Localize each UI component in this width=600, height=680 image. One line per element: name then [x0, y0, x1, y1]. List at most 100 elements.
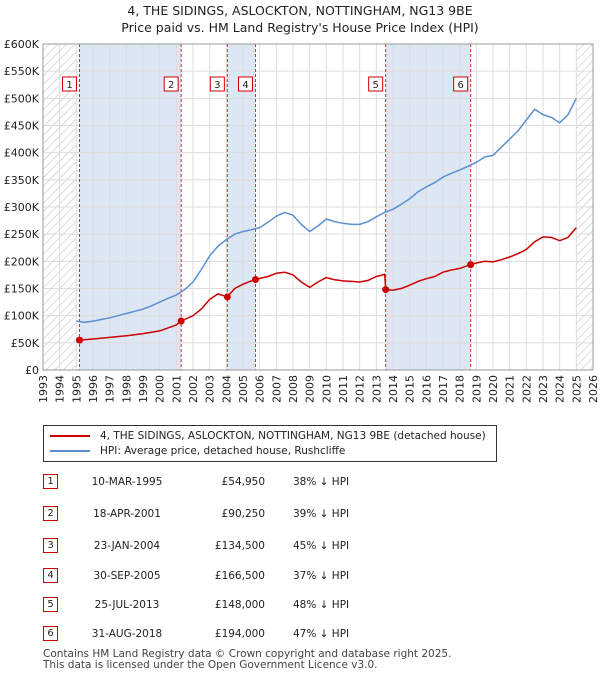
y-tick-label: £100K	[4, 310, 40, 323]
sale-price: £166,500	[214, 570, 265, 582]
sale-number-badge: 6	[43, 626, 58, 641]
sale-price: £90,250	[221, 508, 265, 520]
legend-label-hpi: HPI: Average price, detached house, Rush…	[100, 445, 346, 457]
sale-point	[382, 286, 390, 294]
x-tick-label: 2019	[470, 375, 483, 403]
sale-hpi-diff: 45% ↓ HPI	[293, 540, 350, 552]
x-tick-label: 2002	[187, 375, 200, 403]
sale-point	[252, 276, 259, 284]
sale-date: 31-AUG-2018	[91, 628, 163, 640]
x-tick-label: 2025	[570, 375, 583, 403]
legend-swatch-hpi	[50, 450, 90, 452]
sale-label-box	[163, 76, 179, 92]
sale-number-badge: 1	[43, 474, 58, 489]
sale-point	[76, 336, 83, 344]
x-tick-label: 1996	[87, 375, 100, 403]
x-tick-label: 2003	[204, 375, 217, 403]
sale-point	[177, 317, 185, 325]
y-tick-label: £550K	[4, 65, 40, 78]
legend-label-property: 4, THE SIDINGS, ASLOCKTON, NOTTINGHAM, N…	[100, 430, 486, 442]
legend-item-hpi: HPI: Average price, detached house, Rush…	[50, 444, 345, 458]
y-tick-label: £200K	[4, 255, 40, 268]
sale-row: 5 25-JUL-2013 £148,000 48% ↓ HPI	[43, 597, 443, 615]
chart-legend: 4, THE SIDINGS, ASLOCKTON, NOTTINGHAM, N…	[43, 425, 497, 462]
sale-label: 3	[214, 80, 220, 91]
x-tick-label: 2018	[454, 375, 467, 403]
x-tick-label: 2022	[520, 375, 533, 403]
sale-number-badge: 2	[43, 506, 58, 521]
sale-hpi-diff: 47% ↓ HPI	[293, 628, 350, 640]
x-tick-label: 2001	[170, 375, 183, 403]
x-tick-label: 2000	[154, 375, 167, 403]
x-tick-label: 2006	[254, 375, 267, 403]
sale-point	[223, 293, 231, 301]
sale-label-box	[368, 76, 384, 92]
sale-hpi-diff: 39% ↓ HPI	[293, 508, 350, 520]
sale-number-badge: 5	[43, 597, 58, 612]
x-tick-label: 2004	[220, 375, 233, 403]
x-tick-label: 2009	[304, 375, 317, 403]
x-tick-label: 1993	[37, 375, 50, 403]
x-tick-label: 2024	[554, 375, 567, 403]
x-tick-label: 2017	[437, 375, 450, 403]
sale-label: 6	[457, 80, 463, 91]
x-tick-label: 2026	[587, 375, 600, 403]
sale-date: 18-APR-2001	[93, 508, 161, 520]
sale-row: 1 10-MAR-1995 £54,950 38% ↓ HPI	[43, 474, 443, 492]
x-tick-label: 1999	[137, 375, 150, 403]
chart-subtitle: Price paid vs. HM Land Registry's House …	[121, 20, 479, 35]
sale-number-badge: 3	[43, 538, 58, 553]
x-tick-label: 2016	[420, 375, 433, 403]
x-tick-label: 2014	[387, 375, 400, 403]
sale-date: 30-SEP-2005	[93, 570, 161, 582]
x-tick-label: 2007	[270, 375, 283, 403]
sale-number-badge: 4	[43, 568, 58, 583]
y-tick-label: £50K	[11, 337, 40, 350]
sale-price: £54,950	[221, 476, 265, 488]
x-tick-label: 1998	[120, 375, 133, 403]
sale-date: 10-MAR-1995	[91, 476, 163, 488]
sale-label: 1	[66, 80, 72, 91]
y-tick-label: £300K	[4, 201, 40, 214]
footer-line-2: This data is licensed under the Open Gov…	[43, 659, 378, 671]
x-tick-label: 2005	[237, 375, 250, 403]
x-tick-label: 1997	[104, 375, 117, 403]
x-tick-label: 2008	[287, 375, 300, 403]
property-price-line	[79, 227, 577, 341]
sale-point	[467, 261, 475, 269]
y-tick-label: £150K	[4, 283, 40, 296]
price-chart: 1 2 3 4 5 6 £0 £50K £100K £150K £200K £250K £300K £3…	[4, 38, 600, 403]
sale-label: 2	[168, 80, 174, 91]
x-tick-label: 2015	[404, 375, 417, 403]
legend-swatch-property	[50, 435, 90, 437]
plot-border	[42, 43, 594, 371]
sale-date: 23-JAN-2004	[93, 540, 161, 552]
sale-row: 3 23-JAN-2004 £134,500 45% ↓ HPI	[43, 538, 443, 556]
sale-hpi-diff: 38% ↓ HPI	[293, 476, 350, 488]
sale-label-box	[453, 76, 469, 92]
y-tick-label: £450K	[4, 120, 40, 133]
sale-row: 2 18-APR-2001 £90,250 39% ↓ HPI	[43, 506, 443, 524]
sale-price: £134,500	[214, 540, 265, 552]
sale-label: 5	[372, 80, 378, 91]
x-tick-label: 2020	[487, 375, 500, 403]
x-tick-label: 2011	[337, 375, 350, 403]
x-tick-label: 2023	[537, 375, 550, 403]
y-tick-label: £250K	[4, 228, 40, 241]
x-tick-label: 2012	[354, 375, 367, 403]
sale-label-box	[238, 76, 253, 92]
sale-label-box	[209, 76, 225, 92]
y-tick-label: £400K	[4, 147, 40, 160]
sale-hpi-diff: 48% ↓ HPI	[293, 599, 350, 611]
x-tick-label: 2021	[504, 375, 517, 403]
sale-label-box	[62, 76, 77, 92]
footer-line-1: Contains HM Land Registry data © Crown c…	[43, 648, 452, 660]
sale-label: 4	[242, 80, 248, 91]
x-tick-label: 2010	[320, 375, 333, 403]
chart-title: 4, THE SIDINGS, ASLOCKTON, NOTTINGHAM, N…	[127, 3, 473, 18]
hpi-line	[76, 97, 577, 323]
legend-item-property: 4, THE SIDINGS, ASLOCKTON, NOTTINGHAM, N…	[50, 429, 486, 443]
sale-row: 6 31-AUG-2018 £194,000 47% ↓ HPI	[43, 626, 443, 644]
y-tick-label: £500K	[4, 92, 40, 105]
y-tick-label: £0	[25, 364, 39, 377]
